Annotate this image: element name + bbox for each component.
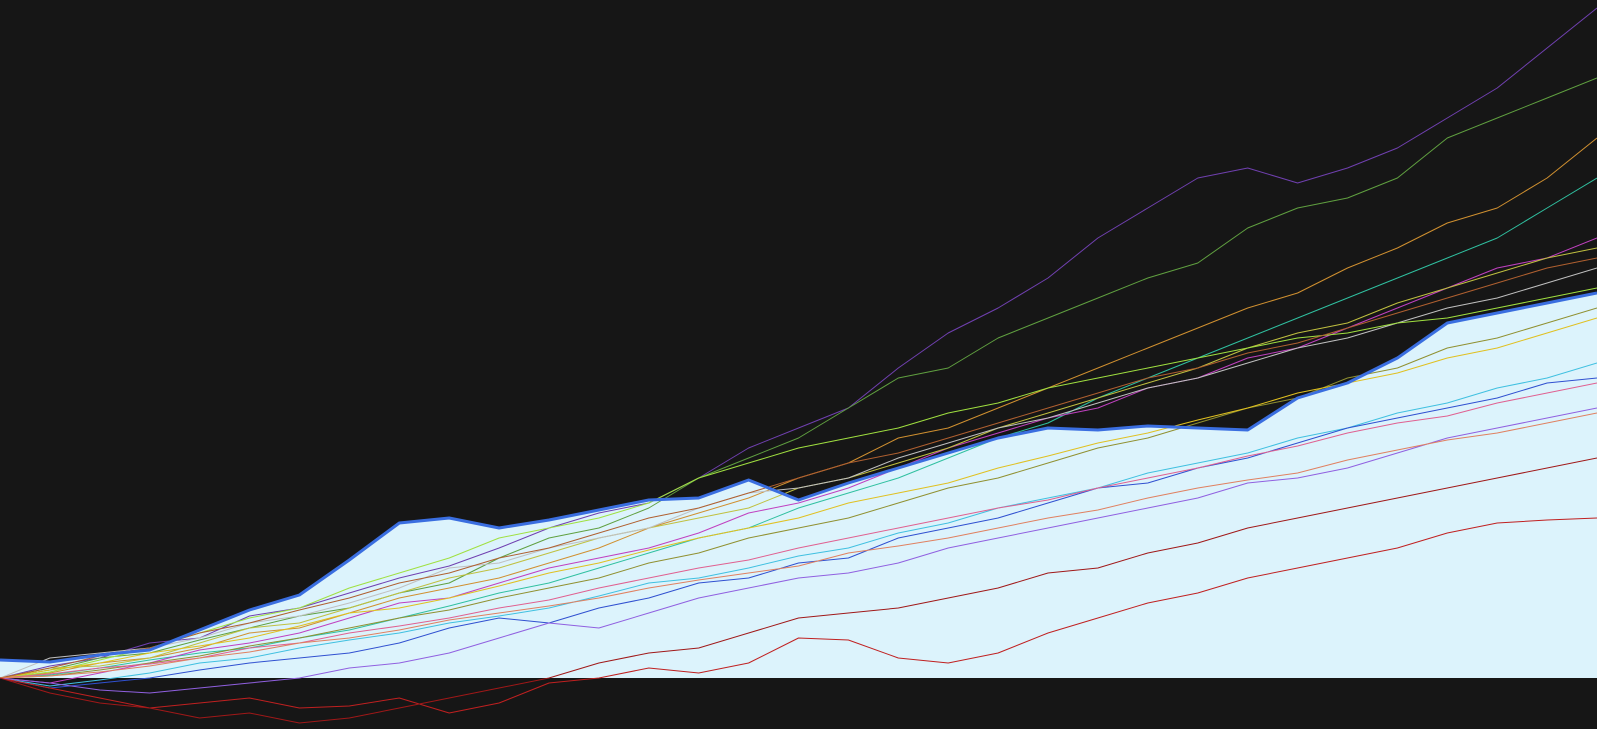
walk-line <box>0 412 1597 679</box>
walk-line <box>0 307 1597 679</box>
walk-line <box>0 377 1597 689</box>
walk-line <box>0 77 1597 679</box>
walk-line <box>0 407 1597 694</box>
highlight-line <box>0 291 1597 664</box>
walk-line <box>0 267 1597 679</box>
walk-line <box>0 177 1597 679</box>
walk-line <box>0 362 1597 687</box>
walk-line <box>0 457 1597 724</box>
area <box>0 293 1597 678</box>
walk-line <box>0 317 1597 679</box>
walk-line <box>0 517 1597 714</box>
walk-line <box>0 382 1597 679</box>
walk-line <box>0 7 1597 679</box>
walk-line <box>0 287 1597 679</box>
walk-line <box>0 257 1597 679</box>
